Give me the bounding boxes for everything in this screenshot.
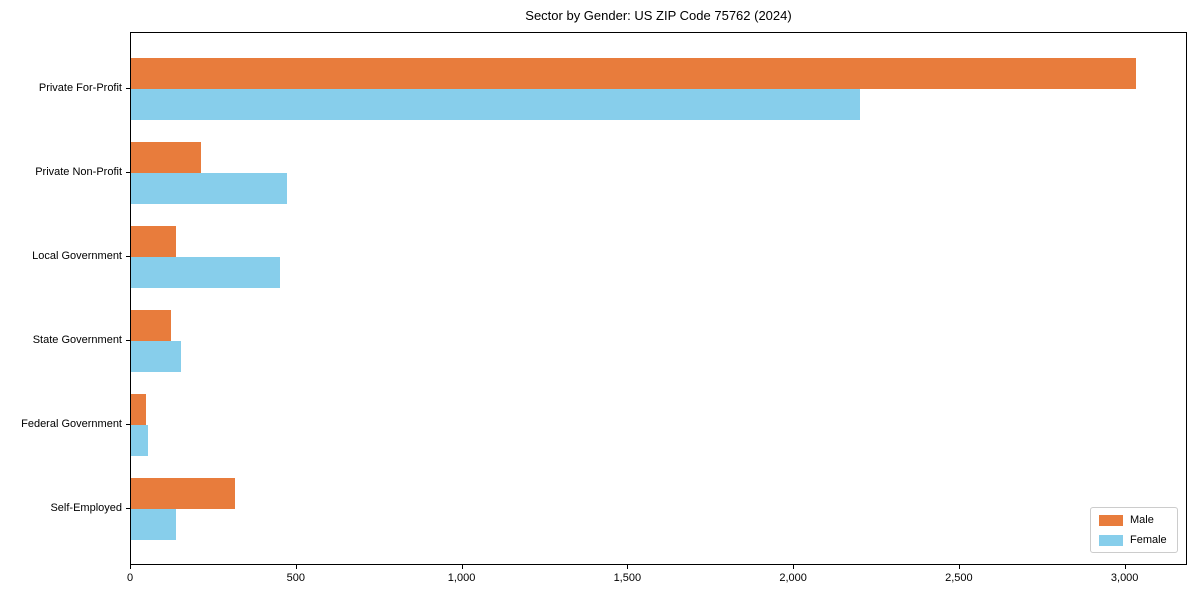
legend-item-female: Female: [1099, 534, 1169, 546]
bar-male-5: [131, 478, 235, 509]
bar-female-0: [131, 89, 860, 120]
bar-male-4: [131, 394, 146, 425]
x-tick-label: 0: [126, 572, 134, 584]
x-tick-label: 2,500: [945, 572, 973, 584]
y-tick-mark: [126, 340, 130, 341]
bar-male-2: [131, 226, 176, 257]
x-tick-label: 1,000: [447, 572, 476, 584]
legend-label: Male: [1130, 514, 1154, 526]
category-label: Federal Government: [21, 418, 122, 430]
y-tick-mark: [126, 424, 130, 425]
x-tick-mark: [793, 565, 795, 569]
bar-male-3: [131, 310, 171, 341]
y-tick-mark: [126, 88, 130, 89]
bar-female-1: [131, 173, 287, 204]
category-label: Self-Employed: [50, 502, 122, 514]
x-tick-mark: [627, 565, 629, 569]
bar-male-1: [131, 142, 201, 173]
x-tick-mark: [958, 565, 960, 569]
category-label: Local Government: [32, 250, 122, 262]
bar-female-3: [131, 341, 181, 372]
category-label: Private For-Profit: [38, 82, 122, 94]
x-tick-label: 3,000: [1110, 572, 1139, 584]
bar-female-4: [131, 425, 148, 456]
plot-area: [130, 32, 1187, 565]
y-tick-mark: [126, 172, 130, 173]
legend-label: Female: [1130, 534, 1167, 546]
x-tick-label: 1,500: [613, 572, 642, 584]
bar-female-2: [131, 257, 280, 288]
y-tick-mark: [126, 508, 130, 509]
x-tick-mark: [130, 565, 131, 569]
y-tick-mark: [126, 256, 130, 257]
category-label: State Government: [32, 334, 122, 346]
bar-female-5: [131, 509, 176, 540]
x-tick-mark: [1124, 565, 1126, 569]
x-tick-mark: [461, 565, 463, 569]
legend-swatch-icon: [1099, 534, 1123, 546]
legend-swatch-icon: [1099, 514, 1123, 526]
chart-title: Sector by Gender: US ZIP Code 75762 (202…: [525, 8, 792, 23]
x-tick-mark: [295, 565, 297, 569]
x-tick-label: 500: [286, 572, 305, 584]
legend: Male Female: [1090, 507, 1178, 553]
legend-item-male: Male: [1099, 514, 1169, 526]
x-tick-label: 2,000: [779, 572, 807, 584]
bar-male-0: [131, 58, 1136, 89]
category-label: Private Non-Profit: [35, 166, 122, 178]
